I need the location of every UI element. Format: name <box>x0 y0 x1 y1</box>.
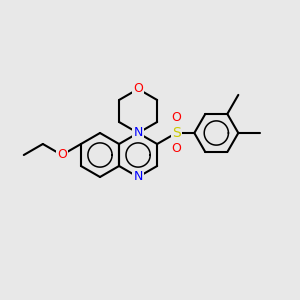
Text: O: O <box>133 82 143 95</box>
Text: N: N <box>134 127 143 140</box>
Text: O: O <box>171 142 181 155</box>
Text: S: S <box>172 126 181 140</box>
Text: N: N <box>134 170 143 184</box>
Text: O: O <box>57 148 67 161</box>
Text: O: O <box>171 111 181 124</box>
